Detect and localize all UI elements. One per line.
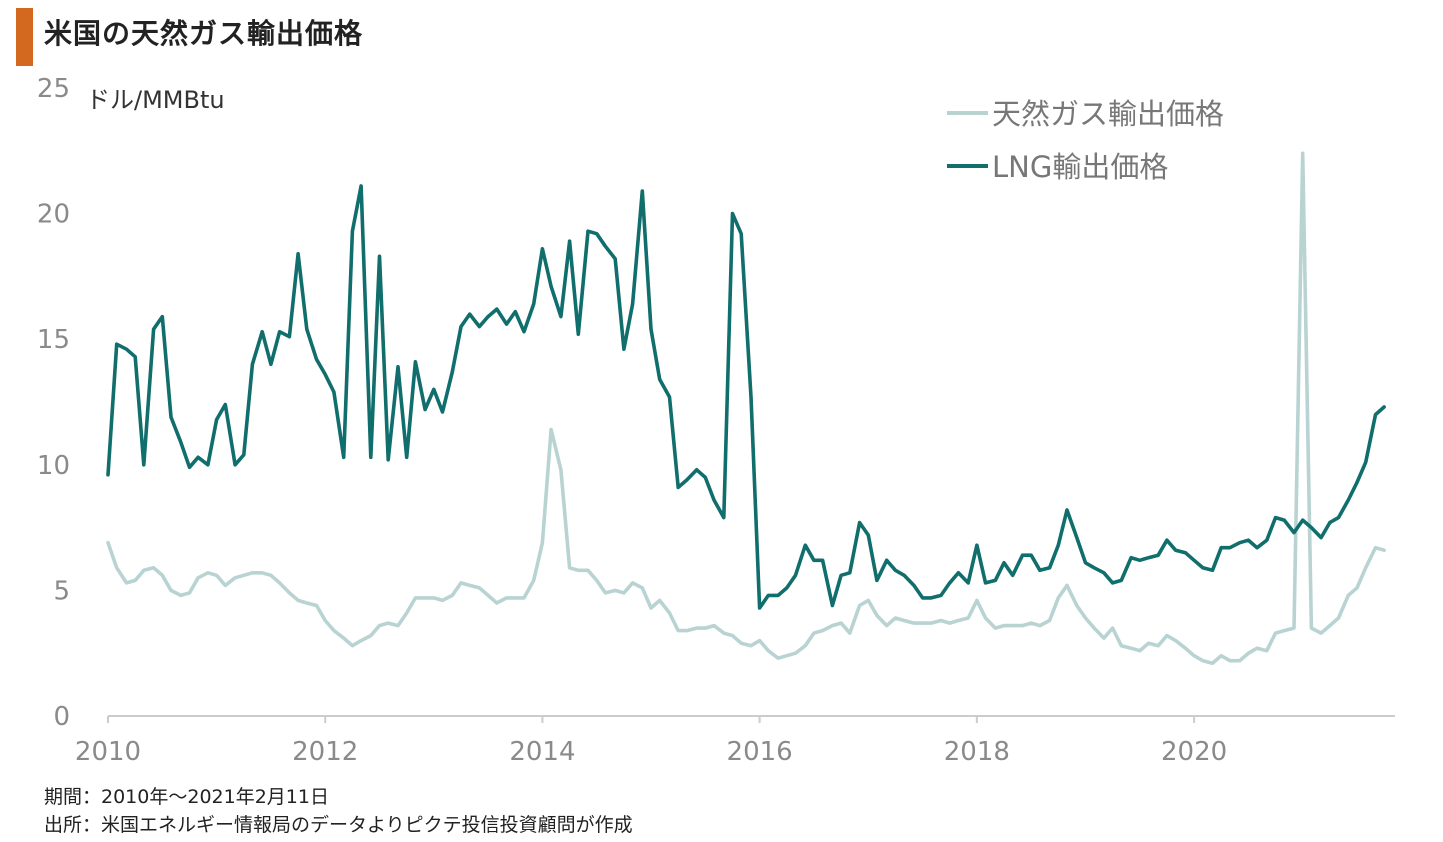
legend-item-lng-label: LNG輸出価格 <box>992 150 1168 184</box>
y-tick-label: 0 <box>53 702 70 732</box>
title-accent-bar <box>16 8 33 66</box>
legend-item-natural-gas-label: 天然ガス輸出価格 <box>992 97 1224 131</box>
series-line-natural-gas <box>106 151 1386 666</box>
y-axis-unit-label: ドル/MMBtu <box>86 86 225 114</box>
x-tick-label: 2020 <box>1161 737 1227 767</box>
y-tick-label: 10 <box>37 451 70 481</box>
x-tick-label: 2016 <box>727 737 793 767</box>
x-tick-label: 2014 <box>509 737 575 767</box>
x-tick-label: 2010 <box>75 737 141 767</box>
series-line-lng <box>106 184 1386 610</box>
chart-title: 米国の天然ガス輸出価格 <box>44 17 364 50</box>
footer-period: 期間：2010年～2021年2月11日 <box>44 786 329 808</box>
x-tick-label: 2012 <box>292 737 358 767</box>
x-tick-label: 2018 <box>944 737 1010 767</box>
y-tick-label: 20 <box>37 200 70 230</box>
y-tick-label: 15 <box>37 325 70 355</box>
y-tick-label: 5 <box>53 576 70 606</box>
footer-source: 出所：米国エネルギー情報局のデータよりピクテ投信投資顧問が作成 <box>44 814 633 836</box>
y-tick-label: 25 <box>37 74 70 104</box>
